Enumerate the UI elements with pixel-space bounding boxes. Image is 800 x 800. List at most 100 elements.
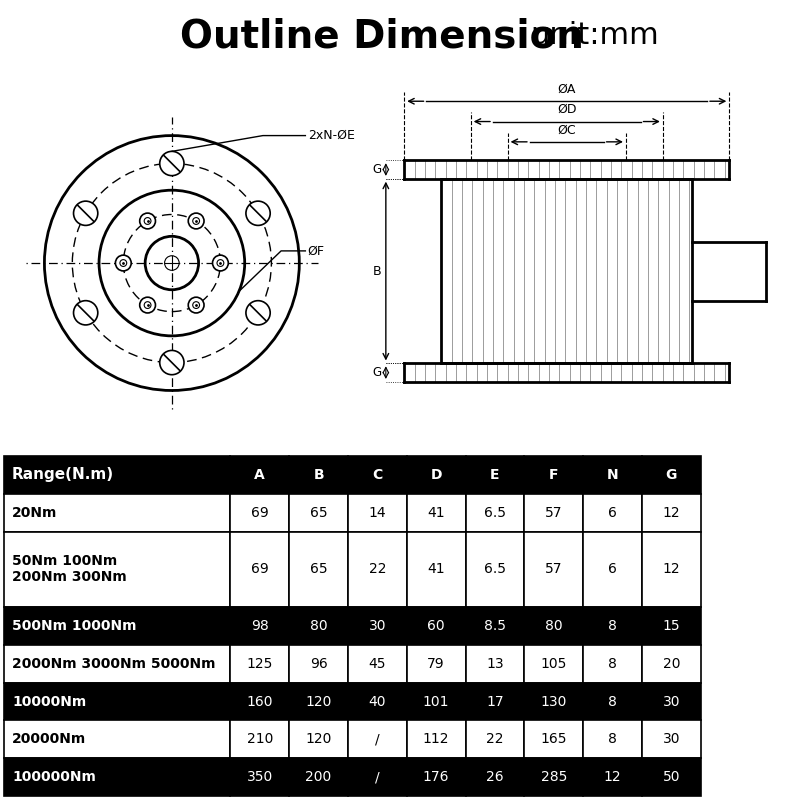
Bar (524, 758, 583, 796)
Bar (466, 607, 524, 645)
Bar (406, 531, 466, 607)
Text: 350: 350 (246, 770, 273, 784)
Bar (289, 456, 348, 494)
Text: 69: 69 (251, 506, 269, 520)
Bar (289, 682, 348, 721)
Bar (524, 607, 583, 645)
Text: 8: 8 (608, 657, 617, 670)
Bar (466, 682, 524, 721)
Bar (4, 494, 230, 531)
Bar (583, 607, 642, 645)
Text: 101: 101 (423, 694, 450, 709)
Bar (583, 721, 642, 758)
Text: B: B (372, 265, 381, 278)
Text: 80: 80 (545, 619, 562, 633)
Bar (4, 456, 230, 494)
Text: 6.5: 6.5 (484, 562, 506, 576)
Text: 165: 165 (541, 732, 567, 746)
Circle shape (165, 256, 179, 270)
Text: 17: 17 (486, 694, 504, 709)
Bar (4, 607, 230, 645)
Text: 112: 112 (423, 732, 450, 746)
Circle shape (160, 350, 184, 374)
Bar (289, 645, 348, 682)
Text: 160: 160 (246, 694, 273, 709)
Bar (289, 758, 348, 796)
Text: 79: 79 (427, 657, 445, 670)
Bar (289, 494, 348, 531)
Text: 2000Nm 3000Nm 5000Nm: 2000Nm 3000Nm 5000Nm (12, 657, 215, 670)
Bar (406, 758, 466, 796)
Circle shape (140, 213, 155, 229)
Bar (406, 456, 466, 494)
Bar (4, 721, 230, 758)
Bar (406, 607, 466, 645)
Circle shape (188, 213, 204, 229)
Text: 15: 15 (662, 619, 680, 633)
Text: F: F (549, 468, 558, 482)
Bar (4, 531, 230, 607)
Bar (230, 531, 289, 607)
Circle shape (140, 297, 155, 313)
Text: 12: 12 (662, 506, 680, 520)
Text: 500Nm 1000Nm: 500Nm 1000Nm (12, 619, 137, 633)
Bar (348, 531, 406, 607)
Bar (289, 721, 348, 758)
Bar (583, 645, 642, 682)
Text: 57: 57 (545, 562, 562, 576)
Text: 20000Nm: 20000Nm (12, 732, 86, 746)
Text: 125: 125 (246, 657, 273, 670)
Bar (642, 645, 701, 682)
Bar (289, 531, 348, 607)
Text: 22: 22 (486, 732, 504, 746)
Text: Range(N.m): Range(N.m) (12, 467, 114, 482)
Bar (348, 758, 406, 796)
Bar (524, 456, 583, 494)
Bar (466, 721, 524, 758)
Text: G: G (372, 163, 381, 176)
Bar (524, 531, 583, 607)
Text: 80: 80 (310, 619, 327, 633)
Bar (230, 758, 289, 796)
Circle shape (246, 201, 270, 226)
Text: 210: 210 (246, 732, 273, 746)
Bar (466, 494, 524, 531)
Text: 20: 20 (662, 657, 680, 670)
Text: 14: 14 (369, 506, 386, 520)
Text: 8: 8 (608, 619, 617, 633)
Text: 45: 45 (369, 657, 386, 670)
Bar (348, 721, 406, 758)
Text: 57: 57 (545, 506, 562, 520)
Bar (230, 494, 289, 531)
Text: 12: 12 (662, 562, 680, 576)
Text: 30: 30 (369, 619, 386, 633)
Bar (524, 645, 583, 682)
Text: 8.5: 8.5 (484, 619, 506, 633)
Bar (348, 456, 406, 494)
Bar (230, 682, 289, 721)
Bar (4, 682, 230, 721)
Bar (642, 721, 701, 758)
Text: 100000Nm: 100000Nm (12, 770, 96, 784)
Bar (230, 645, 289, 682)
Text: B: B (314, 468, 324, 482)
Text: 13: 13 (486, 657, 504, 670)
Text: 20Nm: 20Nm (12, 506, 58, 520)
Text: 176: 176 (423, 770, 450, 784)
Text: G: G (372, 366, 381, 379)
Text: 120: 120 (306, 732, 332, 746)
Text: 8: 8 (608, 732, 617, 746)
Text: 69: 69 (251, 562, 269, 576)
Text: 8: 8 (608, 694, 617, 709)
Text: 105: 105 (541, 657, 567, 670)
Bar (406, 721, 466, 758)
Text: 22: 22 (369, 562, 386, 576)
Bar (406, 645, 466, 682)
Text: ØA: ØA (558, 82, 576, 96)
Bar (466, 531, 524, 607)
Bar (348, 682, 406, 721)
Text: ØC: ØC (558, 123, 576, 136)
Text: D: D (430, 468, 442, 482)
Bar (642, 494, 701, 531)
Bar (642, 758, 701, 796)
